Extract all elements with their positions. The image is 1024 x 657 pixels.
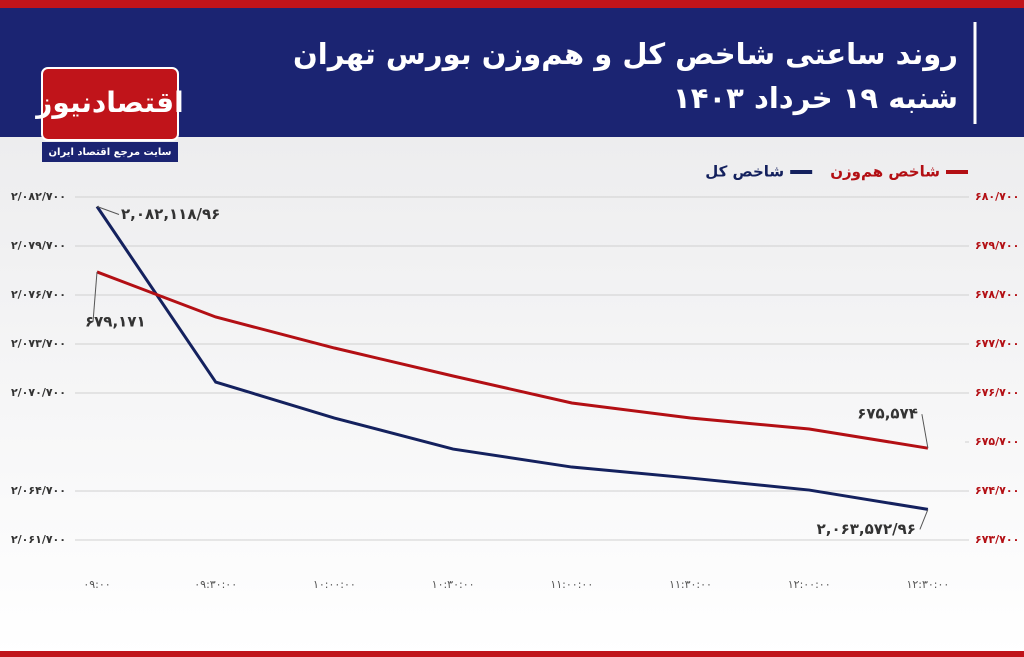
y-tick-label: ۲/۰۶۱/۷۰۰ — [11, 533, 66, 546]
x-tick-label: ۰۹:۰۰ — [83, 578, 110, 591]
logo-text: اقتصادنیوز — [34, 86, 183, 119]
x-tick-label: ۱۱:۳۰:۰۰ — [669, 578, 712, 591]
tagline-box — [42, 142, 178, 162]
logo — [41, 67, 179, 141]
x-tick-label: ۱۰:۰۰:۰۰ — [313, 578, 356, 591]
y-tick-label: ۲/۰۷۹/۷۰۰ — [11, 239, 66, 252]
legend-label: شاخص هم‌وزن — [830, 163, 940, 181]
bottom-stripe — [0, 651, 1024, 657]
y2-tick-label: ۶۷۹/۷۰۰ — [975, 239, 1019, 252]
label-leader — [96, 206, 120, 215]
y2-tick-label: ۶۷۷/۷۰۰ — [975, 337, 1019, 350]
y-tick-label: ۲/۰۷۰/۷۰۰ — [11, 386, 66, 399]
x-tick-label: ۱۲:۳۰:۰۰ — [906, 578, 949, 591]
value-label: ۶۷۵,۵۷۴ — [857, 405, 918, 423]
x-tick-label: ۱۰:۳۰:۰۰ — [432, 578, 475, 591]
chart-subtitle: شنبه ۱۹ خرداد ۱۴۰۳ — [673, 81, 958, 115]
x-tick-label: ۱۱:۰۰:۰۰ — [550, 578, 593, 591]
tagline: سایت مرجع اقتصاد ایران — [49, 147, 172, 158]
y-tick-label: ۲/۰۸۲/۷۰۰ — [11, 190, 66, 203]
y2-tick-label: ۶۷۴/۷۰۰ — [975, 484, 1019, 497]
y2-tick-label: ۶۷۵/۷۰۰ — [975, 435, 1019, 448]
top-stripe — [0, 0, 1024, 8]
label-leader — [921, 414, 929, 449]
y2-tick-label: ۶۷۶/۷۰۰ — [975, 386, 1019, 399]
series-line — [96, 270, 929, 450]
legend-label: شاخص کل — [705, 163, 784, 181]
x-tick-label: ۱۲:۰۰:۰۰ — [788, 578, 831, 591]
y2-tick-label: ۶۷۸/۷۰۰ — [975, 288, 1019, 301]
y-tick-label: ۲/۰۷۳/۷۰۰ — [11, 337, 66, 350]
label-leader — [92, 271, 98, 322]
y2-tick-label: ۶۷۳/۷۰۰ — [975, 533, 1019, 546]
value-label: ۲,۰۶۳,۵۷۲/۹۶ — [817, 520, 916, 538]
y-tick-label: ۲/۰۷۶/۷۰۰ — [11, 288, 66, 301]
chart-title: روند ساعتی شاخص کل و هم‌وزن بورس تهران — [293, 37, 958, 71]
label-leader — [919, 509, 929, 530]
series-line — [95, 205, 929, 511]
x-tick-label: ۰۹:۳۰:۰۰ — [194, 578, 237, 591]
y2-tick-label: ۶۸۰/۷۰۰ — [975, 190, 1019, 203]
value-label: ۶۷۹,۱۷۱ — [85, 312, 146, 330]
value-label: ۲,۰۸۲,۱۱۸/۹۶ — [121, 205, 220, 223]
y-tick-label: ۲/۰۶۴/۷۰۰ — [11, 484, 66, 497]
